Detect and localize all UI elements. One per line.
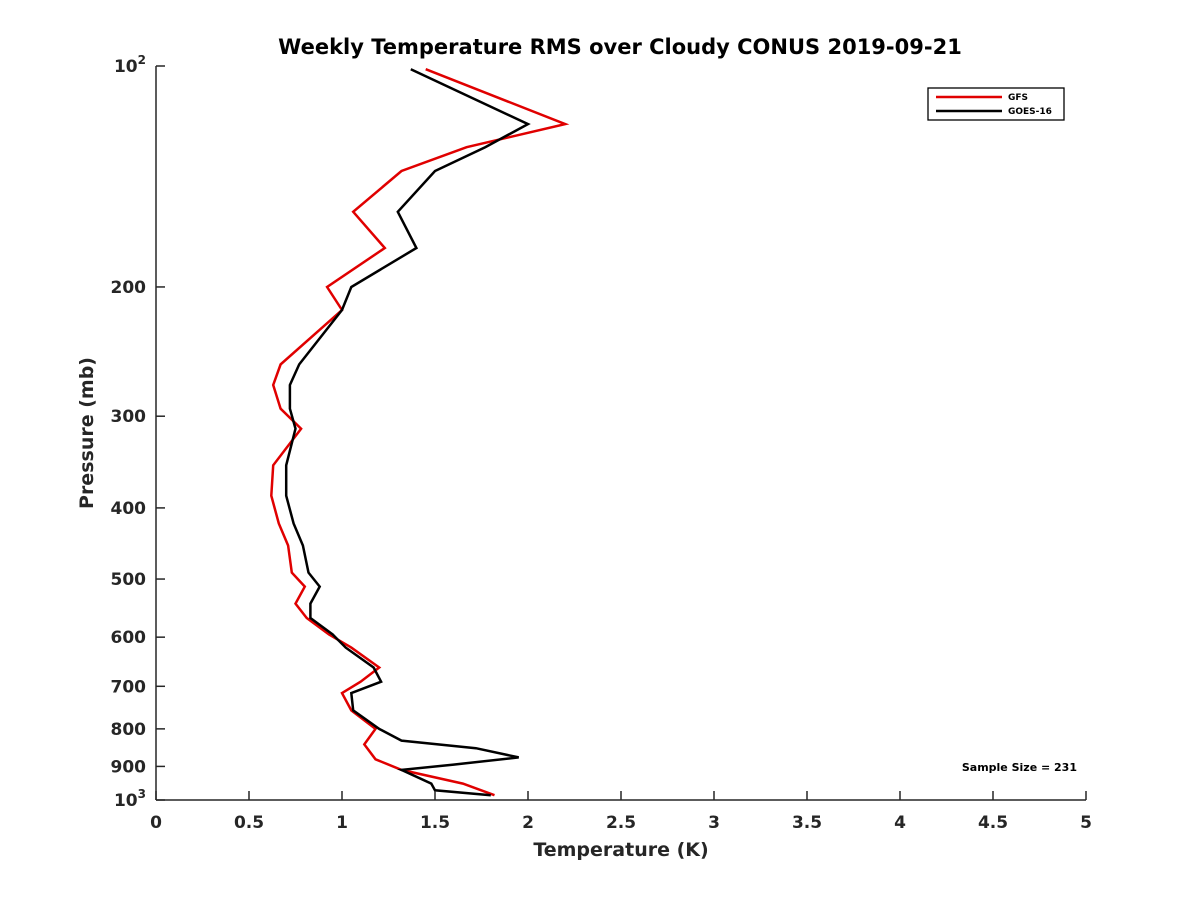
legend-label-goes16: GOES-16 — [1008, 107, 1052, 117]
y-tick-label: 300 — [111, 407, 147, 427]
y-tick-label: 900 — [111, 757, 147, 777]
y-tick-label: 102 — [114, 53, 146, 77]
y-tick-label: 700 — [111, 677, 147, 697]
sample-size-annotation: Sample Size = 231 — [962, 761, 1077, 774]
x-tick-label: 2 — [522, 813, 534, 833]
x-tick-label: 4.5 — [978, 813, 1008, 833]
y-ticks: 102 200 300 400 500 600 700 800 900 103 — [111, 53, 165, 811]
y-axis-label: Pressure (mb) — [76, 357, 98, 509]
y-tick-label: 800 — [111, 720, 147, 740]
x-tick-label: 5 — [1080, 813, 1092, 833]
x-tick-label: 4 — [894, 813, 906, 833]
x-tick-label: 2.5 — [606, 813, 636, 833]
y-tick-label: 200 — [111, 278, 147, 298]
y-tick-label: 600 — [111, 628, 147, 648]
x-ticks: 0 0.5 1 1.5 2 2.5 3 3.5 4 4.5 5 — [150, 791, 1092, 833]
series-layer — [270, 68, 570, 797]
x-tick-label: 0.5 — [234, 813, 264, 833]
series-line-gfs — [270, 68, 570, 797]
y-tick-label: 400 — [111, 499, 147, 519]
x-tick-label: 1 — [336, 813, 348, 833]
x-tick-label: 3.5 — [792, 813, 822, 833]
x-tick-label: 0 — [150, 813, 162, 833]
y-tick-label: 103 — [114, 787, 146, 811]
legend-label-gfs: GFS — [1008, 93, 1028, 103]
y-tick-label: 500 — [111, 570, 147, 590]
series-line-goes16 — [284, 68, 531, 797]
legend: GFS GOES-16 — [927, 87, 1065, 121]
legend-box — [927, 87, 1065, 121]
x-axis-label: Temperature (K) — [533, 839, 708, 861]
x-tick-label: 1.5 — [420, 813, 450, 833]
chart-title: Weekly Temperature RMS over Cloudy CONUS… — [278, 35, 962, 59]
x-tick-label: 3 — [708, 813, 720, 833]
